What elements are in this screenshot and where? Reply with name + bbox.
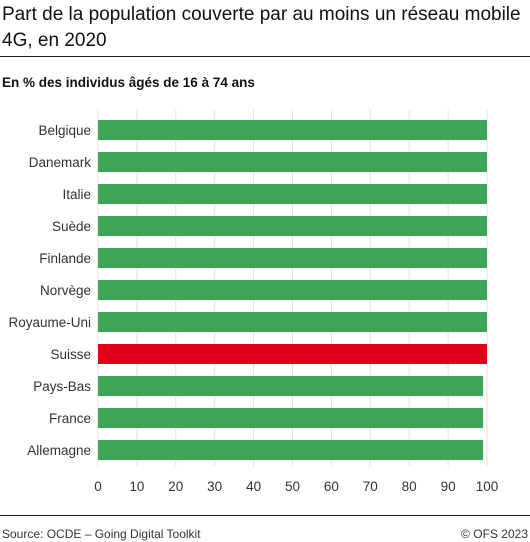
bar-france — [98, 408, 484, 428]
bar-suisse — [98, 344, 487, 364]
x-tick-label: 30 — [207, 479, 222, 494]
chart-title: Part de la population couverte par au mo… — [2, 4, 521, 51]
bar-norvège — [98, 280, 487, 300]
category-label: Royaume-Uni — [8, 315, 91, 330]
chart-subtitle: En % des individus âgés de 16 à 74 ans — [2, 75, 255, 90]
bar-pays-bas — [98, 376, 484, 396]
bar-suède — [98, 216, 487, 236]
x-tick-label: 70 — [363, 479, 378, 494]
category-label: Danemark — [29, 155, 92, 170]
x-tick-label: 80 — [402, 479, 417, 494]
category-label: France — [49, 411, 91, 426]
bar-chart: Belgique Danemark Italie Suède Finlande Norvè… — [8, 110, 499, 494]
bar-royaume-uni — [98, 312, 487, 332]
bar-allemagne — [98, 440, 484, 460]
title-divider — [0, 56, 530, 57]
x-tick-label: 10 — [129, 479, 144, 494]
x-tick-label: 90 — [441, 479, 456, 494]
x-tick-label: 60 — [324, 479, 339, 494]
x-tick-label: 40 — [246, 479, 261, 494]
x-tick-label: 100 — [476, 479, 499, 494]
footer-divider — [0, 515, 530, 516]
category-label: Suède — [52, 219, 91, 234]
bar-italie — [98, 184, 487, 204]
bar-belgique — [98, 120, 487, 140]
category-label: Finlande — [39, 251, 91, 266]
category-label: Norvège — [40, 283, 91, 298]
x-tick-label: 50 — [285, 479, 300, 494]
source-note: Source: OCDE – Going Digital Toolkit — [2, 527, 201, 541]
category-label: Pays-Bas — [33, 379, 91, 394]
copyright-note: © OFS 2023 — [461, 527, 528, 541]
category-label: Allemagne — [27, 443, 91, 458]
category-label: Italie — [62, 187, 91, 202]
bar-danemark — [98, 152, 487, 172]
category-label: Suisse — [50, 347, 91, 362]
x-tick-label: 0 — [94, 479, 102, 494]
x-tick-label: 20 — [168, 479, 183, 494]
bar-finlande — [98, 248, 487, 268]
category-label: Belgique — [38, 123, 91, 138]
